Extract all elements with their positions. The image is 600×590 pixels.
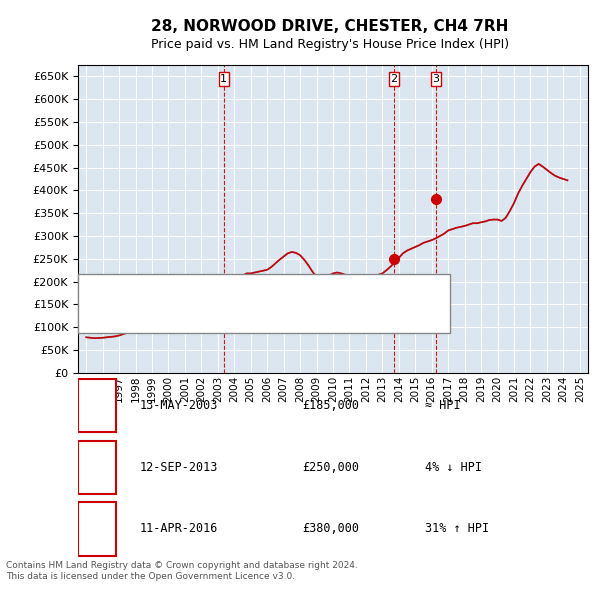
Text: 2: 2 <box>391 74 397 84</box>
Text: 31% ↑ HPI: 31% ↑ HPI <box>425 522 489 535</box>
Text: HPI: Average price, detached house, Cheshire West and Chester: HPI: Average price, detached house, Ches… <box>111 314 446 323</box>
Text: 3: 3 <box>433 74 440 84</box>
Text: 1: 1 <box>220 74 227 84</box>
Text: 28, NORWOOD DRIVE, CHESTER, CH4 7RH (detached house): 28, NORWOOD DRIVE, CHESTER, CH4 7RH (det… <box>111 286 426 296</box>
Text: 12-SEP-2013: 12-SEP-2013 <box>139 461 218 474</box>
FancyBboxPatch shape <box>78 502 116 556</box>
Text: 11-APR-2016: 11-APR-2016 <box>139 522 218 535</box>
Text: 1: 1 <box>93 399 101 412</box>
Text: 13-MAY-2003: 13-MAY-2003 <box>139 399 218 412</box>
Text: £185,000: £185,000 <box>302 399 359 412</box>
Text: Price paid vs. HM Land Registry's House Price Index (HPI): Price paid vs. HM Land Registry's House … <box>151 38 509 51</box>
FancyBboxPatch shape <box>78 379 116 432</box>
Text: 2: 2 <box>93 461 101 474</box>
Text: This data is licensed under the Open Government Licence v3.0.: This data is licensed under the Open Gov… <box>6 572 295 581</box>
Text: 3: 3 <box>93 522 101 535</box>
FancyBboxPatch shape <box>78 441 116 494</box>
Text: £380,000: £380,000 <box>302 522 359 535</box>
Text: 4% ↓ HPI: 4% ↓ HPI <box>425 461 482 474</box>
Text: ≈ HPI: ≈ HPI <box>425 399 460 412</box>
Text: Contains HM Land Registry data © Crown copyright and database right 2024.: Contains HM Land Registry data © Crown c… <box>6 560 358 569</box>
Text: ─────: ───── <box>81 312 119 325</box>
Text: ─────: ───── <box>81 284 119 297</box>
Text: £250,000: £250,000 <box>302 461 359 474</box>
Text: 28, NORWOOD DRIVE, CHESTER, CH4 7RH: 28, NORWOOD DRIVE, CHESTER, CH4 7RH <box>151 19 509 34</box>
